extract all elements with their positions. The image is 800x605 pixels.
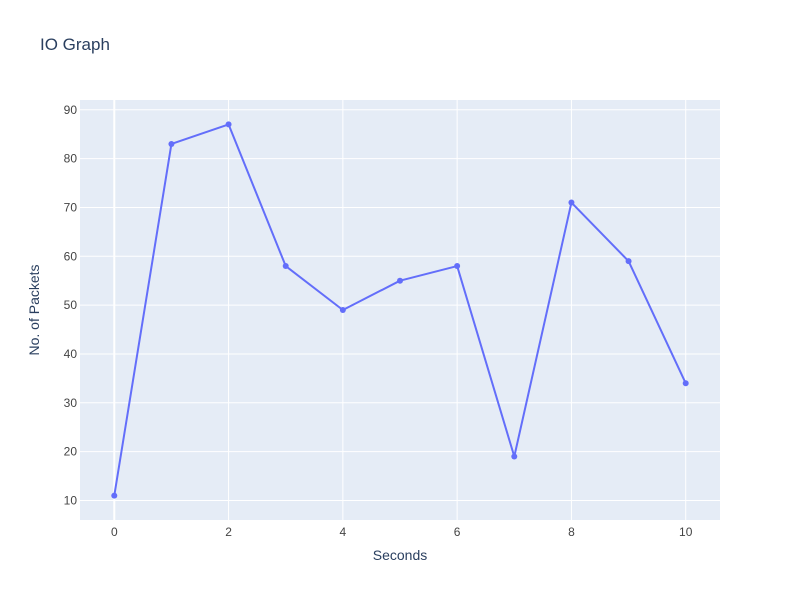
y-tick-label: 60: [64, 249, 78, 263]
x-tick-label: 6: [454, 525, 461, 539]
plot-area-background: [80, 100, 720, 520]
y-tick-label: 40: [64, 347, 78, 361]
tick-labels: 10 20 30 40 50 60 70 80 90 0 2 4 6 8 10: [64, 103, 693, 539]
data-point[interactable]: [682, 380, 689, 387]
data-point[interactable]: [511, 453, 518, 460]
y-tick-label: 70: [64, 200, 78, 214]
data-point[interactable]: [282, 263, 289, 270]
y-tick-label: 90: [64, 103, 78, 117]
data-point[interactable]: [168, 140, 175, 147]
data-point[interactable]: [568, 199, 575, 206]
x-axis-title: Seconds: [373, 547, 427, 563]
data-point[interactable]: [339, 307, 346, 313]
data-point[interactable]: [225, 121, 232, 128]
y-tick-label: 20: [64, 445, 78, 459]
y-tick-label: 30: [64, 396, 78, 410]
series-layer: [111, 121, 689, 499]
grid-lines: [80, 100, 720, 520]
x-tick-label: 0: [111, 525, 118, 539]
x-tick-label: 8: [568, 525, 575, 539]
chart-title: IO Graph: [40, 35, 110, 54]
y-axis-title: No. of Packets: [26, 264, 42, 355]
data-point[interactable]: [111, 492, 118, 499]
y-tick-label: 50: [64, 298, 78, 312]
data-point[interactable]: [625, 258, 632, 265]
data-point[interactable]: [397, 277, 403, 284]
data-point[interactable]: [454, 263, 461, 270]
y-tick-label: 80: [64, 152, 78, 166]
x-tick-label: 2: [225, 525, 232, 539]
x-tick-label: 10: [679, 525, 693, 539]
y-tick-label: 10: [64, 493, 78, 507]
x-tick-label: 4: [340, 525, 347, 539]
